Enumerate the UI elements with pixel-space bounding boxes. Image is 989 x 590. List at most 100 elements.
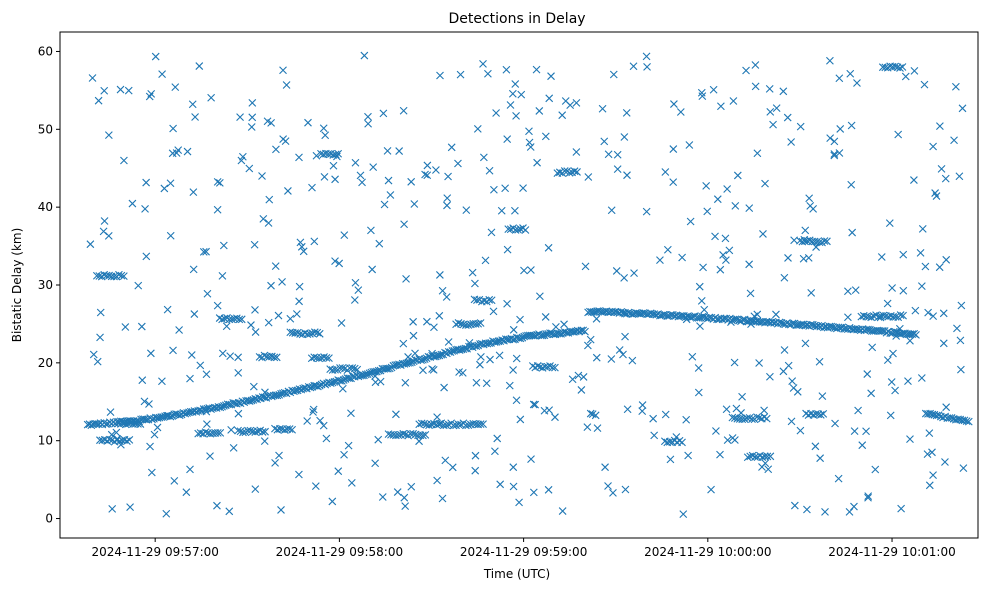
detection-point xyxy=(321,131,330,140)
detection-point xyxy=(147,89,156,98)
detection-point xyxy=(400,220,408,229)
detection-point xyxy=(929,312,938,321)
detection-point xyxy=(435,311,444,320)
detection-point xyxy=(826,134,835,143)
detection-point xyxy=(267,281,275,290)
detection-point xyxy=(141,205,149,213)
detection-point xyxy=(461,344,470,353)
detection-point xyxy=(311,482,320,490)
detection-point xyxy=(334,467,343,476)
y-tick-label: 40 xyxy=(38,200,53,214)
detection-point xyxy=(108,505,117,513)
detection-point xyxy=(621,485,630,494)
detection-point xyxy=(395,147,404,155)
detection-point xyxy=(248,113,257,122)
detection-point xyxy=(722,405,731,414)
detection-point xyxy=(89,350,98,359)
detection-point xyxy=(959,464,968,473)
detection-point xyxy=(124,86,133,95)
detection-point xyxy=(409,317,418,326)
detection-point xyxy=(516,334,525,343)
detection-point xyxy=(679,510,688,518)
detection-point xyxy=(497,206,506,215)
detection-point xyxy=(315,329,324,338)
detection-point xyxy=(862,427,870,436)
detection-point xyxy=(116,85,125,94)
detection-point xyxy=(759,230,767,238)
detection-point xyxy=(738,415,747,424)
detection-point xyxy=(234,426,242,435)
detection-point xyxy=(883,356,892,365)
detection-point xyxy=(399,429,408,438)
detection-point xyxy=(170,476,179,485)
detection-point xyxy=(106,408,115,417)
detection-point xyxy=(955,172,964,181)
detection-point xyxy=(121,323,130,331)
detection-point xyxy=(278,277,286,286)
detection-point xyxy=(765,84,774,93)
detection-point xyxy=(745,204,754,213)
detection-point xyxy=(552,322,560,331)
detection-point xyxy=(581,327,589,336)
detection-point xyxy=(796,122,805,131)
y-tick-label: 50 xyxy=(38,122,53,136)
detection-point xyxy=(503,135,512,144)
detection-point xyxy=(438,286,447,295)
detection-point xyxy=(501,184,510,193)
detection-point xyxy=(250,240,259,249)
detection-point xyxy=(479,420,487,428)
detection-point xyxy=(385,364,394,373)
detection-point xyxy=(329,161,338,170)
detection-point xyxy=(581,262,590,271)
detection-point xyxy=(935,263,944,272)
detection-point xyxy=(821,508,829,516)
detection-point xyxy=(279,66,287,75)
detection-point xyxy=(669,145,678,153)
detection-point xyxy=(331,175,339,184)
detection-point xyxy=(166,231,175,240)
detection-point xyxy=(447,143,456,152)
detection-point xyxy=(694,364,703,372)
detection-point xyxy=(422,317,431,326)
detection-point xyxy=(491,447,499,456)
detection-point xyxy=(104,231,113,240)
detection-point xyxy=(383,146,392,155)
detection-point xyxy=(195,62,204,70)
detection-point xyxy=(761,179,769,188)
detection-point xyxy=(509,325,518,334)
detection-point xyxy=(598,104,607,113)
detection-point xyxy=(836,125,845,133)
detection-point xyxy=(296,330,304,338)
detection-point xyxy=(942,255,951,264)
detection-point xyxy=(378,364,387,373)
detection-point xyxy=(753,149,762,158)
detection-point xyxy=(694,388,703,397)
detection-point xyxy=(436,71,444,80)
detection-point xyxy=(502,65,511,74)
detection-point xyxy=(171,83,180,92)
detection-point xyxy=(818,392,827,401)
detection-point xyxy=(906,435,914,444)
x-tick-label: 2024-11-29 09:58:00 xyxy=(276,545,403,559)
detection-point xyxy=(772,310,780,319)
detection-point xyxy=(281,137,290,146)
detection-point xyxy=(347,409,355,418)
detection-point xyxy=(107,430,116,439)
detection-point xyxy=(864,492,873,501)
detection-point xyxy=(503,245,512,254)
detection-point xyxy=(248,98,257,107)
detection-point xyxy=(558,111,567,120)
detection-point xyxy=(525,138,534,147)
detection-point xyxy=(308,183,316,192)
detection-point xyxy=(524,331,532,340)
detection-point xyxy=(801,226,810,235)
detection-point xyxy=(473,296,481,304)
detection-point xyxy=(213,501,221,510)
detection-point xyxy=(476,360,484,369)
detection-point xyxy=(811,442,820,451)
detection-point xyxy=(917,374,926,382)
detection-point xyxy=(644,310,653,319)
detection-point xyxy=(457,319,465,328)
detection-point xyxy=(189,265,198,274)
detection-point xyxy=(479,59,487,68)
